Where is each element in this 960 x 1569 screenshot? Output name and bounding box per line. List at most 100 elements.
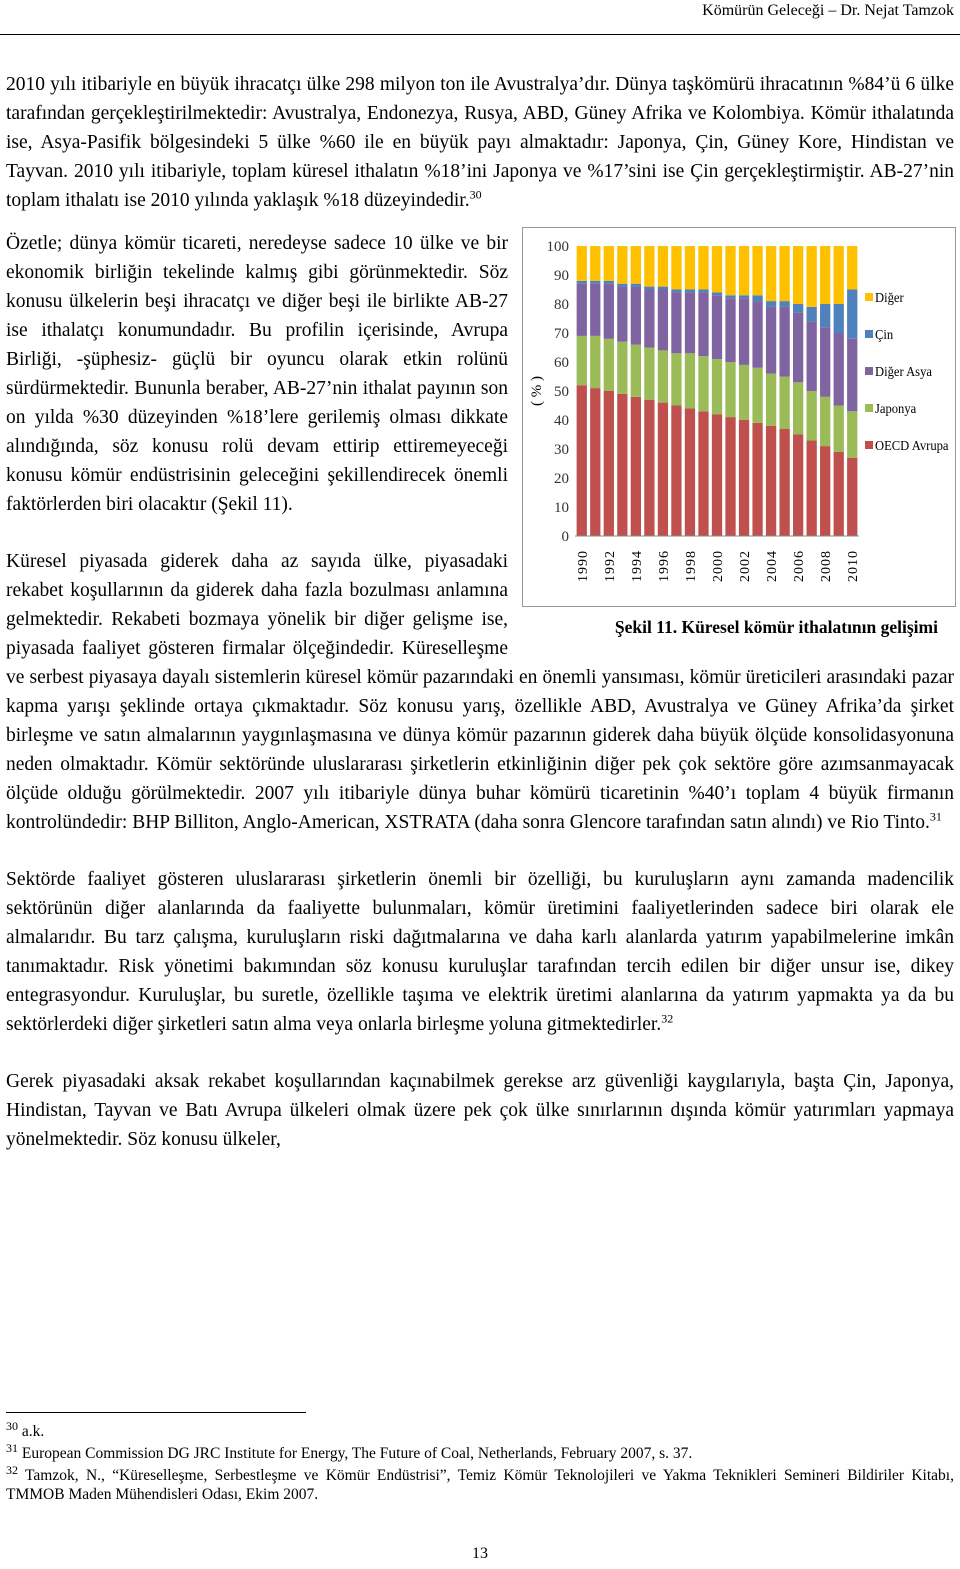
bar-segment bbox=[603, 338, 614, 391]
bar-segment bbox=[779, 306, 790, 377]
bar-segment bbox=[644, 286, 655, 290]
bar-segment bbox=[752, 295, 763, 302]
bar-segment bbox=[657, 289, 669, 351]
x-tick-label: 2006 bbox=[792, 550, 807, 582]
footnote-number: 30 bbox=[6, 1418, 18, 1433]
bar-segment bbox=[711, 414, 723, 536]
legend-label: Çin bbox=[875, 326, 894, 342]
bar-segment bbox=[603, 246, 614, 281]
bar-segment bbox=[765, 306, 777, 374]
bar-segment bbox=[738, 420, 750, 536]
bar-segment bbox=[725, 246, 736, 296]
y-tick-label: 10 bbox=[554, 500, 569, 516]
footnote-rule bbox=[6, 1412, 306, 1413]
chart-frame: 0 10 20 30 40 50 60 70 80 90 100 ( % ) 1990 1992 1994 1… bbox=[522, 227, 956, 607]
bar-segment bbox=[779, 301, 790, 307]
bar-segment bbox=[630, 344, 641, 397]
page-number: 13 bbox=[472, 1545, 488, 1562]
y-tick-label: 50 bbox=[554, 384, 569, 400]
bar-segment bbox=[684, 353, 696, 409]
footnote-number: 31 bbox=[6, 1440, 18, 1455]
header-title: Kömürün Geleceği – Dr. Nejat Tamzok bbox=[702, 2, 954, 19]
y-axis-label: ( % ) bbox=[529, 376, 545, 406]
bar-segment bbox=[684, 246, 696, 290]
bar-segment bbox=[617, 341, 628, 394]
x-tick-label: 2010 bbox=[846, 550, 861, 582]
bar-segment bbox=[644, 347, 655, 400]
chart: 0 10 20 30 40 50 60 70 80 90 100 ( % ) 1990 1992 1994 1… bbox=[529, 239, 949, 582]
bar-segment bbox=[671, 405, 682, 536]
bar-segment bbox=[630, 283, 641, 287]
figure-caption: Şekil 11. Küresel kömür ithalatının geli… bbox=[614, 617, 938, 637]
bar-segment bbox=[793, 382, 804, 435]
bar-segment bbox=[738, 364, 750, 420]
bar-segment bbox=[671, 353, 682, 406]
bar-segment bbox=[833, 333, 844, 406]
bar-segment bbox=[725, 295, 736, 299]
bar-segment bbox=[779, 246, 790, 302]
bar-segment bbox=[820, 304, 831, 328]
bar-segment bbox=[698, 292, 709, 357]
paragraph: Sektörde faaliyet gösteren uluslararası … bbox=[6, 865, 954, 1039]
bar-segment bbox=[833, 451, 844, 536]
footnotes: 30 a.k. 31 European Commission DG JRC In… bbox=[6, 1418, 954, 1507]
bar-segment bbox=[576, 335, 587, 386]
legend-swatch bbox=[865, 293, 873, 301]
footnote-text: a.k. bbox=[21, 1423, 45, 1440]
y-tick-label: 30 bbox=[554, 442, 569, 458]
footnote-ref: 31 bbox=[929, 809, 942, 824]
bar-segment bbox=[793, 312, 804, 383]
bar-segment bbox=[644, 399, 655, 536]
bar-segment bbox=[617, 393, 628, 536]
bar-segment bbox=[711, 292, 723, 296]
bar-segment bbox=[603, 280, 614, 284]
footnote-text: European Commission DG JRC Institute for… bbox=[21, 1445, 693, 1462]
bar-segment bbox=[847, 411, 858, 458]
y-tick-label: 40 bbox=[554, 413, 569, 429]
bar-segment bbox=[617, 283, 628, 287]
paragraph-text: 2010 yılı itibariyle en büyük ihracatçı … bbox=[6, 74, 954, 211]
legend-swatch bbox=[865, 367, 873, 375]
paragraph: Gerek piyasadaki aksak rekabet koşulları… bbox=[6, 1067, 954, 1154]
bar-segment bbox=[725, 298, 736, 362]
bar-segment bbox=[711, 295, 723, 360]
legend-swatch bbox=[865, 441, 873, 449]
x-tick-label: 1998 bbox=[684, 550, 699, 582]
bar-segment bbox=[711, 246, 723, 293]
bar-segment bbox=[752, 367, 763, 423]
paragraph-text: Sektörde faaliyet gösteren uluslararası … bbox=[6, 869, 954, 1035]
bar-segment bbox=[684, 289, 696, 293]
footnote-text: Tamzok, N., “Küreselleşme, Serbestleşme … bbox=[6, 1467, 954, 1503]
bar-segment bbox=[779, 428, 790, 536]
x-tick-label: 1996 bbox=[657, 550, 672, 582]
bar-segment bbox=[738, 295, 750, 299]
header-rule bbox=[0, 34, 960, 35]
x-tick-label: 1994 bbox=[630, 550, 645, 582]
bar-segment bbox=[576, 246, 587, 281]
bar-segment bbox=[576, 280, 587, 284]
footnote-number: 32 bbox=[6, 1462, 18, 1477]
paragraph-text: Küresel piyasada giderek daha az sayıda … bbox=[6, 551, 954, 833]
bar-segment bbox=[752, 301, 763, 368]
bar-segment bbox=[820, 396, 831, 447]
bar-segment bbox=[576, 283, 587, 336]
bar-segment bbox=[738, 246, 750, 296]
footnote: 30 a.k. bbox=[6, 1418, 954, 1441]
legend-label: Japonya bbox=[875, 400, 916, 416]
bar-segment bbox=[657, 350, 669, 403]
x-tick-label: 2002 bbox=[738, 550, 753, 582]
legend-label: OECD Avrupa bbox=[875, 437, 949, 453]
bar-segment bbox=[806, 306, 817, 322]
legend-swatch bbox=[865, 330, 873, 338]
body-text: 2010 yılı itibariyle en büyük ihracatçı … bbox=[6, 70, 956, 1182]
bar-segment bbox=[752, 422, 763, 536]
bar-segment bbox=[617, 246, 628, 284]
bar-segment bbox=[698, 289, 709, 293]
bar-segment bbox=[806, 391, 817, 441]
bar-segment bbox=[657, 246, 669, 287]
bar-segment bbox=[793, 434, 804, 536]
paragraph-text: Gerek piyasadaki aksak rekabet koşulları… bbox=[6, 1071, 954, 1150]
bar-segment bbox=[590, 246, 601, 281]
y-tick-label: 60 bbox=[554, 355, 569, 371]
paragraph: Özetle; dünya kömür ticareti, neredeyse … bbox=[6, 229, 954, 519]
